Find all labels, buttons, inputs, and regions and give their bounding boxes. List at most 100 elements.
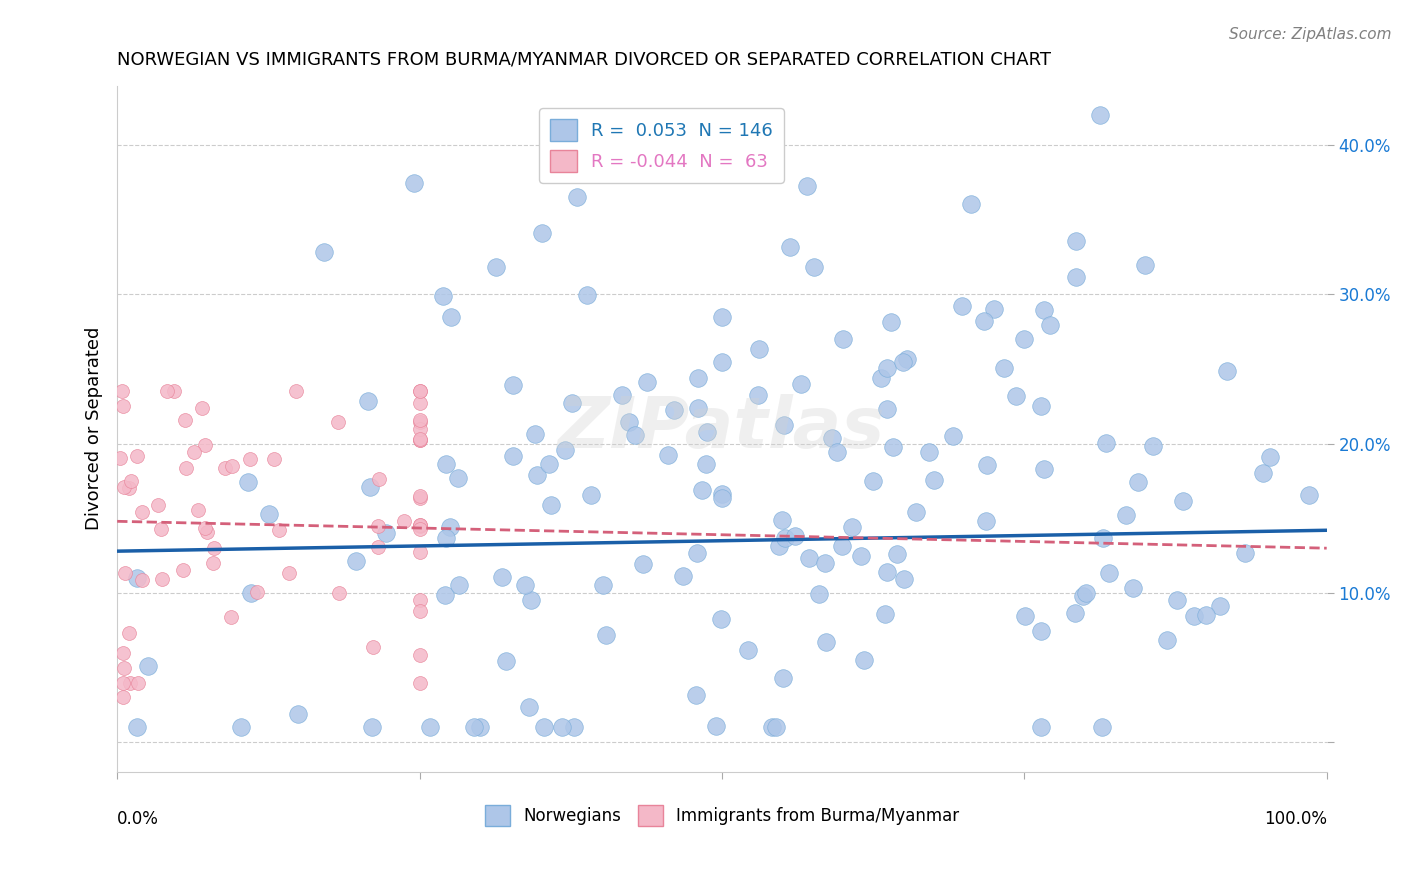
Point bbox=[1251, 467, 1274, 481]
Point bbox=[263, 451, 285, 466]
Point bbox=[1095, 435, 1118, 450]
Point bbox=[973, 314, 995, 328]
Point bbox=[408, 648, 430, 662]
Point bbox=[1064, 270, 1087, 285]
Point bbox=[526, 467, 548, 482]
Point bbox=[257, 508, 280, 522]
Point bbox=[190, 401, 212, 416]
Point bbox=[537, 457, 560, 471]
Point bbox=[831, 332, 853, 346]
Text: ZIPatlas: ZIPatlas bbox=[558, 394, 886, 463]
Point bbox=[1135, 258, 1157, 272]
Point bbox=[463, 720, 485, 734]
Point bbox=[592, 578, 614, 592]
Point bbox=[1098, 566, 1121, 580]
Point bbox=[690, 483, 713, 497]
Point bbox=[779, 240, 801, 254]
Point bbox=[761, 720, 783, 734]
Point bbox=[120, 675, 142, 690]
Point bbox=[357, 393, 380, 408]
Point bbox=[112, 480, 135, 494]
Point bbox=[447, 471, 470, 485]
Point bbox=[976, 458, 998, 472]
Point bbox=[1032, 462, 1054, 476]
Point bbox=[765, 720, 787, 734]
Point bbox=[439, 520, 461, 534]
Point bbox=[131, 505, 153, 519]
Point bbox=[821, 431, 844, 445]
Point bbox=[686, 401, 709, 415]
Point bbox=[623, 428, 645, 442]
Point bbox=[1091, 531, 1114, 545]
Point bbox=[879, 315, 901, 329]
Point bbox=[328, 586, 350, 600]
Point bbox=[581, 488, 603, 502]
Point bbox=[876, 402, 898, 417]
Point bbox=[194, 520, 217, 534]
Point bbox=[408, 592, 430, 607]
Point bbox=[876, 565, 898, 579]
Point bbox=[882, 440, 904, 454]
Point bbox=[408, 604, 430, 618]
Point bbox=[432, 289, 454, 303]
Point bbox=[491, 570, 513, 584]
Point bbox=[814, 556, 837, 570]
Point bbox=[1074, 585, 1097, 599]
Point bbox=[1014, 332, 1036, 346]
Point bbox=[533, 720, 555, 734]
Point bbox=[236, 475, 259, 489]
Point bbox=[540, 498, 562, 512]
Point bbox=[517, 699, 540, 714]
Point bbox=[783, 529, 806, 543]
Point bbox=[893, 572, 915, 586]
Point bbox=[440, 310, 463, 324]
Text: Source: ZipAtlas.com: Source: ZipAtlas.com bbox=[1229, 27, 1392, 42]
Point bbox=[187, 503, 209, 517]
Point bbox=[1014, 609, 1036, 624]
Point bbox=[941, 428, 963, 442]
Point bbox=[1066, 234, 1088, 248]
Point bbox=[918, 445, 941, 459]
Point bbox=[768, 539, 790, 553]
Point bbox=[344, 554, 367, 568]
Point bbox=[214, 461, 236, 475]
Point bbox=[790, 376, 813, 391]
Point bbox=[974, 514, 997, 528]
Point bbox=[408, 384, 430, 399]
Point bbox=[950, 300, 973, 314]
Point bbox=[246, 584, 269, 599]
Point bbox=[904, 505, 927, 519]
Point bbox=[112, 400, 135, 414]
Point bbox=[408, 432, 430, 446]
Point bbox=[893, 354, 915, 368]
Point bbox=[408, 517, 430, 532]
Point bbox=[993, 360, 1015, 375]
Point bbox=[870, 371, 893, 385]
Point bbox=[748, 342, 770, 356]
Point bbox=[202, 556, 225, 570]
Point bbox=[112, 690, 135, 705]
Point bbox=[267, 523, 290, 537]
Legend: Norwegians, Immigrants from Burma/Myanmar: Norwegians, Immigrants from Burma/Myanma… bbox=[478, 798, 966, 832]
Point bbox=[131, 573, 153, 587]
Point bbox=[803, 260, 825, 275]
Point bbox=[704, 718, 727, 732]
Point bbox=[111, 384, 134, 399]
Point bbox=[554, 442, 576, 457]
Point bbox=[617, 415, 640, 429]
Point bbox=[696, 425, 718, 439]
Point bbox=[1298, 488, 1320, 502]
Y-axis label: Divorced or Separated: Divorced or Separated bbox=[86, 327, 103, 531]
Point bbox=[853, 652, 876, 666]
Point bbox=[485, 260, 508, 275]
Point bbox=[221, 459, 243, 474]
Point bbox=[402, 176, 425, 190]
Point bbox=[1184, 609, 1206, 624]
Text: 100.0%: 100.0% bbox=[1264, 810, 1327, 828]
Point bbox=[561, 396, 583, 410]
Point bbox=[125, 449, 148, 463]
Point bbox=[202, 541, 225, 556]
Point bbox=[408, 433, 430, 447]
Point bbox=[515, 578, 537, 592]
Point bbox=[408, 519, 430, 533]
